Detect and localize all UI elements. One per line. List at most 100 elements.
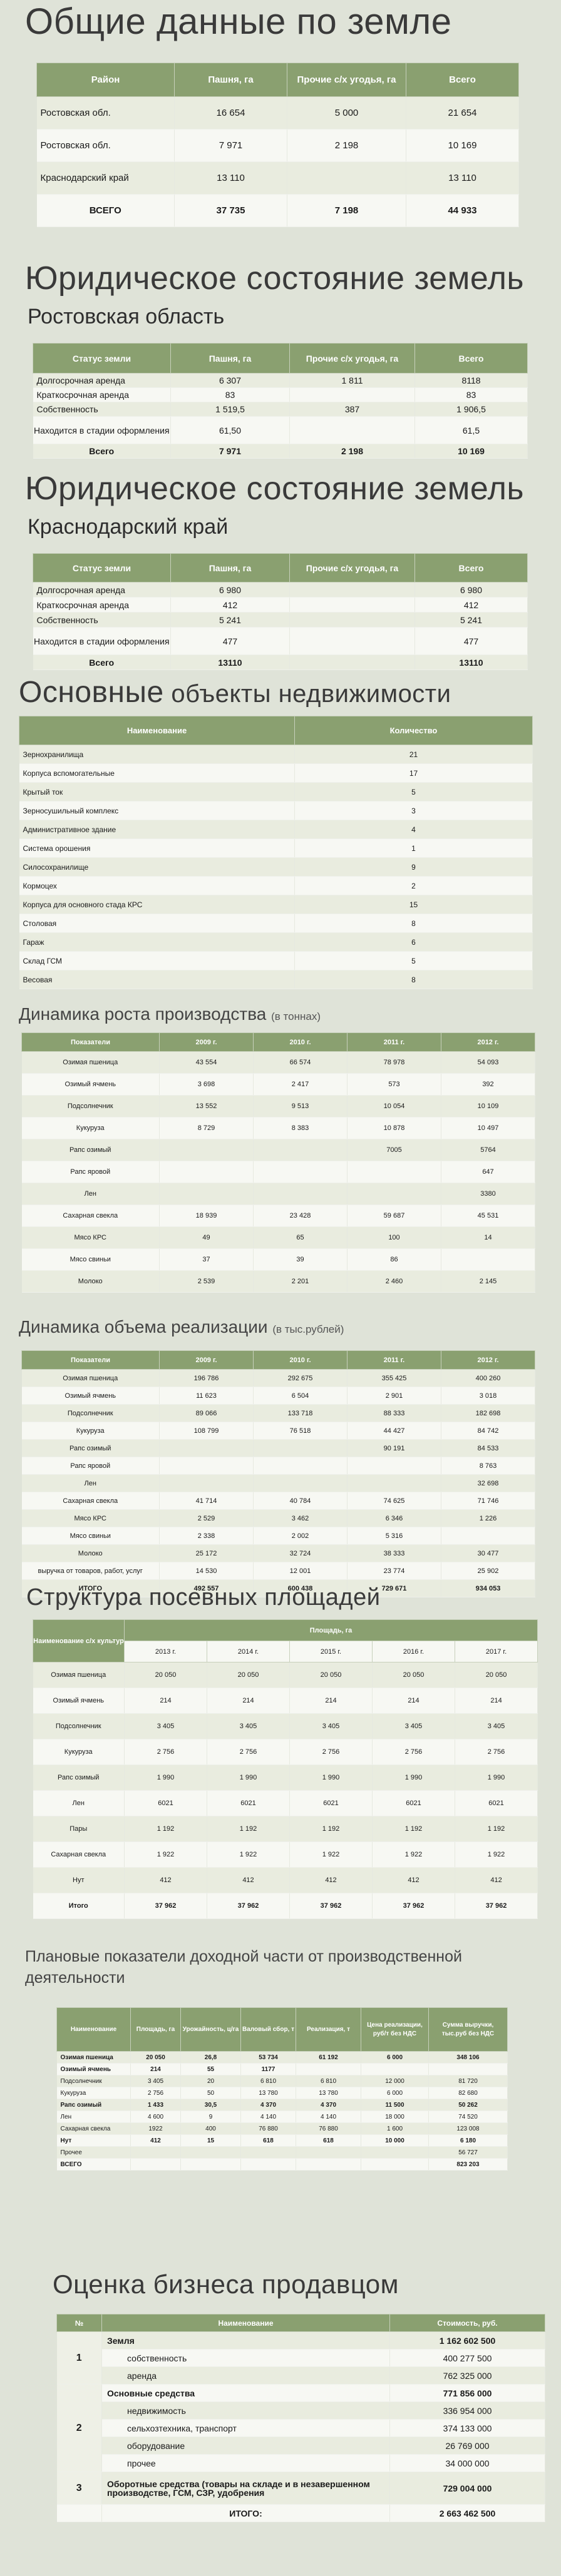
- cell: 182 698: [441, 1404, 535, 1422]
- cell: Ростовская обл.: [36, 96, 175, 130]
- cell: [253, 1161, 347, 1183]
- table-row: Мясо свиньи 37 39 86: [21, 1248, 535, 1271]
- sales-table: Показатели 2009 г. 2010 г. 2011 г. 2012 …: [21, 1350, 535, 1597]
- table-row: Молоко 25 172 32 724 38 333 30 477: [21, 1544, 535, 1562]
- cell: [296, 2063, 361, 2075]
- cell: 89 066: [159, 1404, 254, 1422]
- cell: [361, 2146, 429, 2159]
- cell: Рапс озимый: [21, 1139, 160, 1161]
- cell: 76 880: [296, 2122, 361, 2135]
- cell: 1 519,5: [170, 402, 290, 417]
- table-row: Административное здание 4: [19, 820, 533, 839]
- cell: 26 769 000: [389, 2436, 545, 2455]
- table-row-total: Озимая пшеница 20 050 26,8 53 734 61 192 6 00…: [56, 2051, 508, 2064]
- cell: 2 539: [159, 1270, 254, 1293]
- col-header: Наименование: [56, 2007, 131, 2052]
- cell: Сахарная свекла: [33, 1841, 125, 1868]
- cell: 2 002: [253, 1527, 347, 1545]
- cell: 30,5: [180, 2099, 241, 2111]
- cell: 39: [253, 1248, 347, 1271]
- col-header: 2010 г.: [253, 1032, 347, 1052]
- cell: Кукуруза: [21, 1117, 160, 1139]
- cell: [253, 1183, 347, 1205]
- cell: 13110: [414, 654, 528, 670]
- cell: Находится в стадии оформления: [33, 416, 171, 444]
- cell: ИТОГО: [21, 1579, 160, 1597]
- cell: 214: [124, 1688, 207, 1714]
- table-row: Озимый ячмень 11 623 6 504 2 901 3 018: [21, 1387, 535, 1405]
- cell: Оборотные средства (товары на складе и в…: [101, 2472, 390, 2505]
- cell: Озимая пшеница: [33, 1662, 125, 1688]
- col-header: 2009 г.: [159, 1350, 254, 1370]
- cell: Сахарная свекла: [21, 1204, 160, 1227]
- cell: 18 000: [361, 2110, 429, 2123]
- cell: 11 623: [159, 1387, 254, 1405]
- cell: 5 000: [287, 96, 406, 130]
- cell: 53 734: [240, 2051, 296, 2064]
- cell: 762 325 000: [389, 2366, 545, 2385]
- cell: Всего: [33, 444, 171, 459]
- cell: 412: [372, 1867, 455, 1893]
- col-header: Пашня, га: [170, 553, 290, 583]
- title-part: объекты недвижимости: [163, 680, 451, 708]
- col-header: Прочие с/х угодья, га: [289, 343, 415, 374]
- cell: [159, 1161, 254, 1183]
- cell: 10 497: [441, 1117, 535, 1139]
- sown-area-table: Наименование с/х культур Площадь, га 2013…: [33, 1619, 538, 1919]
- cell: 3 698: [159, 1073, 254, 1096]
- cell: Краткосрочная аренда: [33, 597, 171, 613]
- cell: 41 714: [159, 1492, 254, 1510]
- table-row: Собственность 1 519,5 387 1 906,5: [33, 402, 528, 417]
- cell: 74 520: [428, 2110, 508, 2123]
- cell: 44 427: [347, 1422, 441, 1440]
- col-header: Стоимость, руб.: [389, 2314, 545, 2332]
- cell: Подсолнечник: [56, 2075, 131, 2087]
- cell: Молоко: [21, 1270, 160, 1293]
- cell: 59 687: [347, 1204, 441, 1227]
- cell: 6: [294, 932, 533, 952]
- cell: Озимый ячмень: [21, 1073, 160, 1096]
- cell: [130, 2146, 181, 2159]
- cell: 34 000 000: [389, 2454, 545, 2472]
- cell: Нут: [33, 1867, 125, 1893]
- cell: Лен: [21, 1183, 160, 1205]
- col-header-year: 2014 г.: [207, 1641, 290, 1662]
- cell: 37 962: [372, 1893, 455, 1919]
- cell: 412: [124, 1867, 207, 1893]
- cell: [240, 2158, 296, 2171]
- cell: Подсолнечник: [33, 1713, 125, 1739]
- group-number: 2: [56, 2384, 102, 2472]
- table-row: Рапс озимый 90 191 84 533: [21, 1439, 535, 1457]
- col-header: Пашня, га: [174, 63, 287, 97]
- cell: 2 198: [287, 129, 406, 162]
- cell: 90 191: [347, 1439, 441, 1457]
- cell: 1 922: [289, 1841, 373, 1868]
- cell: Рапс озимый: [21, 1439, 160, 1457]
- cell: [289, 416, 415, 444]
- table-row: Озимый ячмень 214 214 214 214 214: [33, 1688, 538, 1714]
- cell: 1 433: [130, 2099, 181, 2111]
- cell: 66 574: [253, 1051, 347, 1074]
- cell: 13 780: [296, 2087, 361, 2099]
- title-part: Основные: [19, 676, 164, 709]
- cell: 1 922: [372, 1841, 455, 1868]
- cell: 21 654: [406, 96, 519, 130]
- table-row: Озимая пшеница 196 786 292 675 355 425 400 2…: [21, 1369, 535, 1387]
- cell: 214: [207, 1688, 290, 1714]
- cell: 6 810: [240, 2075, 296, 2087]
- cell: 214: [455, 1688, 538, 1714]
- table-row: Озимая пшеница 43 554 66 574 78 978 54 093: [21, 1051, 535, 1074]
- cell: [253, 1439, 347, 1457]
- table-row: Нут 412 412 412 412 412: [33, 1867, 538, 1893]
- cell: 292 675: [253, 1369, 347, 1387]
- table-row: 2 Основные средства 771 856 000: [56, 2384, 545, 2472]
- col-header: Показатели: [21, 1350, 160, 1370]
- cell: 823 203: [428, 2158, 508, 2171]
- table-row: Зернохранилища 21: [19, 745, 533, 764]
- cell: 18 939: [159, 1204, 254, 1227]
- cell: [253, 1139, 347, 1161]
- table-row-total: ИТОГО: 2 663 462 500: [56, 2504, 545, 2522]
- cell: 13 780: [240, 2087, 296, 2099]
- table-row: Система орошения 1: [19, 838, 533, 858]
- cell: 2 417: [253, 1073, 347, 1096]
